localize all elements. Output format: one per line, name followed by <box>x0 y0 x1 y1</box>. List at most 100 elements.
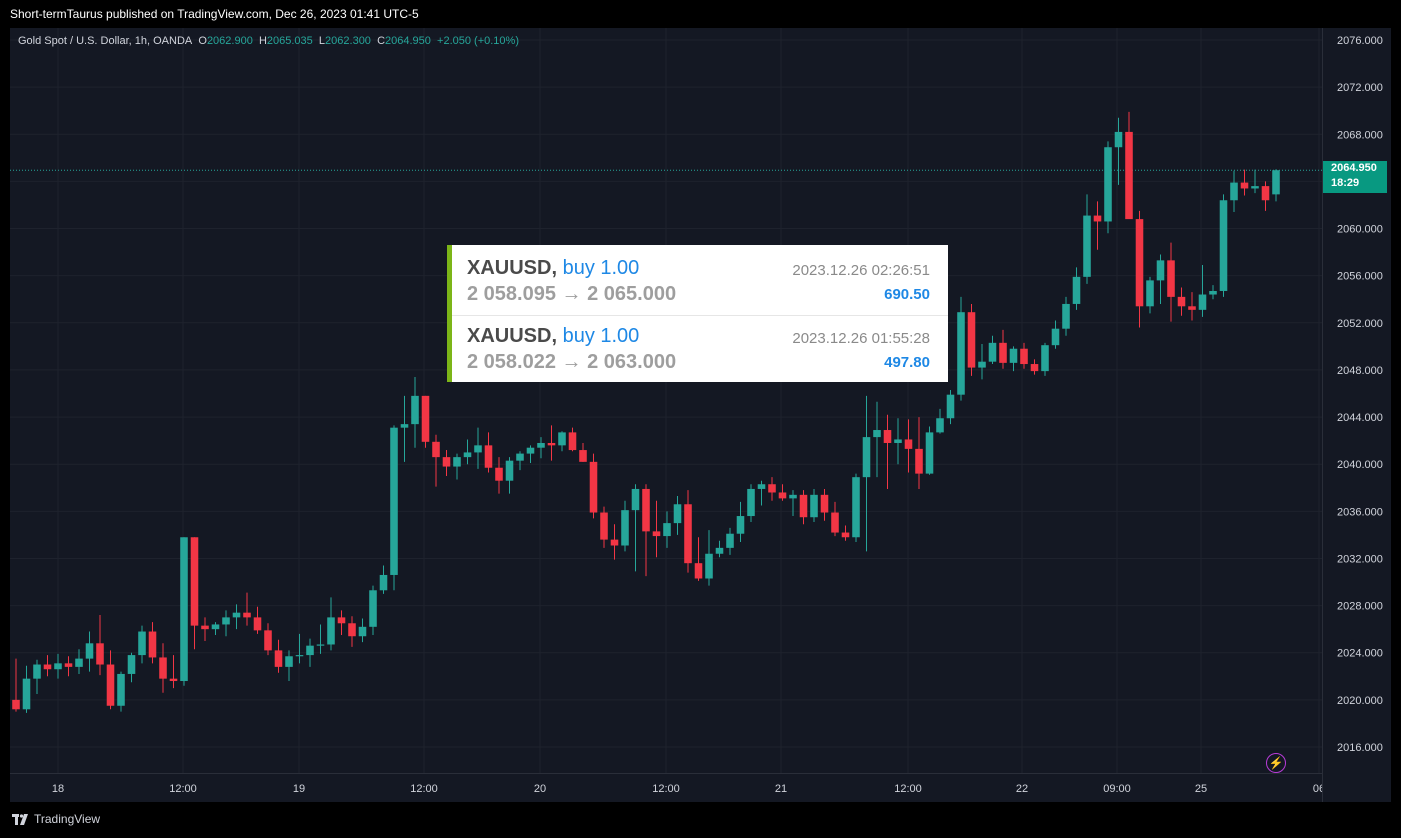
candle <box>327 597 335 651</box>
symbol-legend[interactable]: Gold Spot / U.S. Dollar, 1h, OANDA O2062… <box>18 35 519 47</box>
publisher-line: Short-termTaurus published on TradingVie… <box>10 7 419 21</box>
candle-body <box>96 643 104 665</box>
candle <box>369 585 377 636</box>
candle <box>610 524 619 560</box>
x-tick-label: 12:00 <box>169 783 197 795</box>
y-tick-label: 2068.000 <box>1337 129 1383 141</box>
candle <box>1114 117 1123 185</box>
candle <box>54 653 62 679</box>
candle <box>726 527 734 555</box>
candle <box>432 434 440 487</box>
candle-body <box>600 512 608 540</box>
price-chart[interactable] <box>10 28 1322 774</box>
publisher-bar: Short-termTaurus published on TradingVie… <box>0 0 1401 28</box>
grid-lines <box>10 28 1322 774</box>
candle <box>757 480 766 506</box>
candle-body <box>148 631 157 658</box>
candle <box>715 540 724 558</box>
candle-body <box>453 457 461 467</box>
candle <box>1198 265 1207 317</box>
candle <box>631 484 640 572</box>
candle <box>904 419 913 473</box>
footer-bar <box>0 802 1401 838</box>
candle-body <box>222 617 230 625</box>
candle <box>138 625 146 664</box>
x-tick-label: 12:00 <box>652 783 680 795</box>
candle-body <box>558 432 566 446</box>
x-tick-label: 21 <box>775 783 787 795</box>
candle-body <box>1177 296 1186 307</box>
candle-body <box>117 673 125 706</box>
candle-body <box>106 664 115 706</box>
legend-low-label: L <box>318 35 326 47</box>
time-axis[interactable]: 18 12:00 19 12:00 20 12:00 21 12:00 22 09:00 25 06 <box>10 774 1322 802</box>
candle-body <box>463 452 472 458</box>
x-tick-label: 25 <box>1195 783 1207 795</box>
candle-body <box>726 533 734 548</box>
y-tick-label: 2028.000 <box>1337 601 1383 613</box>
candle-body <box>243 612 251 618</box>
candle-body <box>211 624 220 630</box>
candle-body <box>169 678 178 682</box>
candle-body <box>12 699 20 710</box>
candle <box>285 650 293 682</box>
candle <box>1188 292 1196 321</box>
lightning-icon[interactable]: ⚡ <box>1266 753 1286 773</box>
price-axis[interactable]: 2076.0002072.0002068.0002064.0002060.000… <box>1323 28 1391 774</box>
y-tick-label: 2024.000 <box>1337 648 1383 660</box>
trade-symbol: XAUUSD, <box>467 257 558 279</box>
candle <box>516 451 524 471</box>
x-tick-label: 09:00 <box>1103 783 1131 795</box>
current-price-value: 2064.950 <box>1331 162 1377 174</box>
candle-body <box>232 612 241 618</box>
candle-body <box>369 590 377 627</box>
brand-name: TradingView <box>34 812 101 826</box>
candle <box>1219 194 1228 297</box>
candle-body <box>621 510 629 546</box>
candle-body <box>43 664 52 670</box>
candle <box>621 500 629 552</box>
candle <box>957 296 965 401</box>
candle <box>463 439 472 465</box>
candle <box>558 431 566 452</box>
candle <box>852 473 860 542</box>
candle <box>747 484 755 522</box>
candle <box>190 537 199 650</box>
candle <box>1167 242 1175 322</box>
candle <box>1156 254 1165 304</box>
trade-card: XAUUSD, buy 1.00 2 058.095 → 2 065.000 2… <box>447 245 948 382</box>
candle-body <box>789 494 797 499</box>
trade-time: 2023.12.26 02:26:51 <box>792 262 930 279</box>
legend-high-value: 2065.035 <box>266 35 313 47</box>
candle-body <box>159 657 167 679</box>
candle-body <box>894 439 902 443</box>
y-tick-label: 2060.000 <box>1337 224 1383 236</box>
candle-body <box>547 442 556 446</box>
candle-body <box>432 441 440 458</box>
candle-body <box>915 448 923 474</box>
candle-body <box>1051 328 1060 346</box>
candle <box>873 401 881 478</box>
y-tick-label: 2056.000 <box>1337 271 1383 283</box>
candle-body <box>190 537 199 626</box>
candle-body <box>694 563 703 579</box>
x-tick-label: 18 <box>52 783 64 795</box>
candle-body <box>642 488 650 532</box>
y-tick-label: 2016.000 <box>1337 742 1383 754</box>
candle-body <box>285 656 293 667</box>
candle <box>988 335 997 365</box>
y-tick-label: 2040.000 <box>1337 459 1383 471</box>
y-tick-label: 2032.000 <box>1337 553 1383 565</box>
legend-high-label: H <box>258 35 267 47</box>
candle <box>1030 359 1039 375</box>
candle <box>85 631 94 672</box>
candle <box>694 537 703 581</box>
candle-body <box>1261 186 1270 201</box>
legend-change: +2.050 (+0.10%) <box>437 35 519 47</box>
candle-body <box>988 342 997 362</box>
candle <box>1177 287 1186 316</box>
tradingview-brand[interactable]: TradingView <box>12 812 100 826</box>
candle-body <box>999 342 1007 363</box>
legend-close-label: C <box>377 35 386 47</box>
trade-side: buy 1.00 <box>562 325 640 347</box>
